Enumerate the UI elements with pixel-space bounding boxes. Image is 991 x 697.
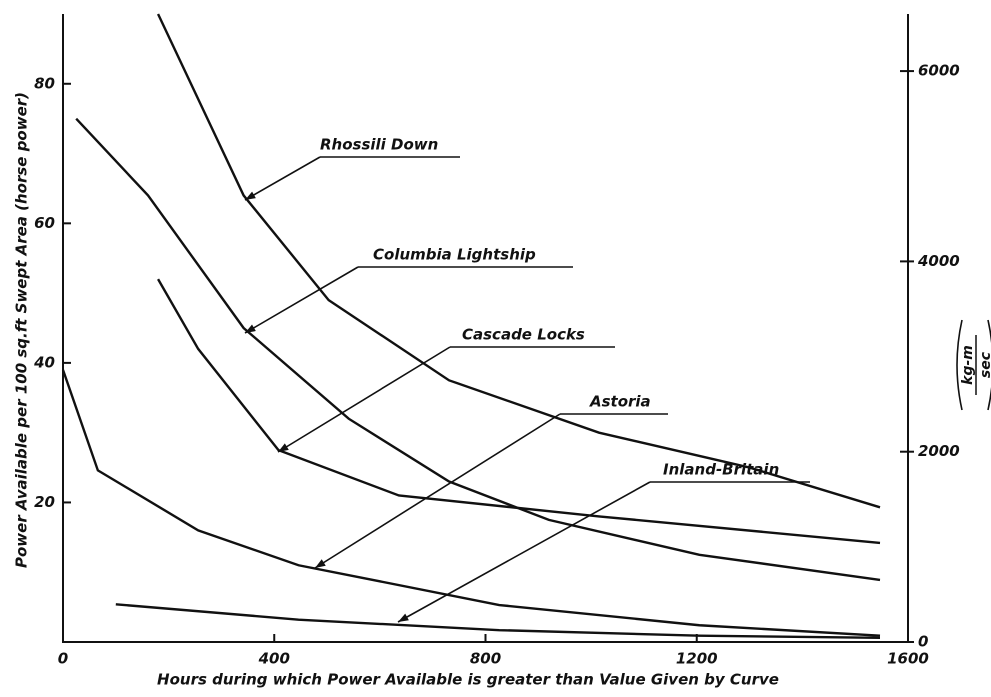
paren [956,319,963,411]
y2-tick-label: 0 [918,633,928,651]
series-line [157,278,881,545]
paren [987,319,991,411]
series-line [156,13,881,509]
leader-line [397,481,651,623]
x-tick-label: 0 [58,650,68,668]
leader-line [277,346,451,453]
leader-line [314,413,561,569]
y-tick-label: 80 [34,74,55,92]
series-label: Astoria [589,393,651,411]
series-line [61,369,881,637]
y-axis-label: Power Available per 100 sq.ft Swept Area… [13,92,31,568]
y2-label-denominator: sec [978,351,991,378]
y-tick-label: 20 [34,493,55,511]
x-tick-label: 800 [470,650,501,668]
y2-label-numerator: kg-m [960,345,976,385]
x-tick-label: 1200 [676,650,718,668]
series-line [75,117,881,582]
y2-axis-label: kg-m sec [956,319,991,411]
series-line [115,603,881,640]
series-label: Inland-Britain [663,461,779,479]
arrow-head [315,559,326,568]
arrow-head [278,443,289,452]
x-tick-label: 400 [258,650,290,668]
x-tick-label: 1600 [887,650,929,668]
x-axis-label: Hours during which Power Available is gr… [157,671,779,689]
series-label: Cascade Locks [462,326,585,344]
y2-tick-label: 6000 [918,62,960,80]
series-label: Rhossili Down [320,136,438,154]
arrow-head [245,191,256,200]
leader-line [244,266,359,334]
series-label: Columbia Lightship [373,246,536,264]
arrow-head [245,324,256,333]
leader-line [244,156,321,201]
y2-tick-label: 2000 [918,442,960,460]
y-tick-label: 60 [34,214,55,232]
arrow-head [398,613,409,622]
y2-tick-label: 4000 [917,252,960,270]
y-tick-label: 40 [33,353,55,371]
